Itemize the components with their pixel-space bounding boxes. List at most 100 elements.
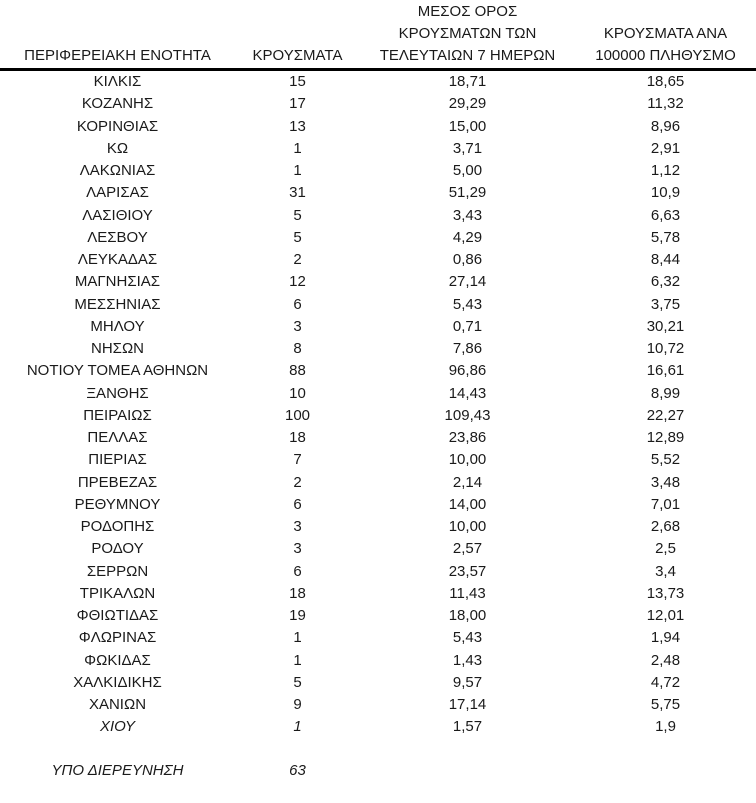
table-row: ΠΕΙΡΑΙΩΣ 100 109,43 22,27 [0, 405, 756, 427]
table-row: ΧΑΝΙΩΝ 9 17,14 5,75 [0, 694, 756, 716]
per100k-cell: 5,78 [650, 228, 681, 246]
cases-cell: 5 [293, 228, 302, 246]
region-cell: ΧΙΟΥ [99, 718, 136, 736]
per100k-cell: 5,52 [650, 451, 681, 469]
cases-cell: 63 [289, 761, 306, 779]
regional-cases-table: ΠΕΡΙΦΕΡΕΙΑΚΗ ΕΝΟΤΗΤΑ ΚΡΟΥΣΜΑΤΑ ΜΕΣΟΣ ΟΡΟ… [0, 0, 756, 782]
region-cell: ΜΑΓΝΗΣΙΑΣ [74, 273, 161, 291]
table-row: ΠΕΛΛΑΣ 18 23,86 12,89 [0, 427, 756, 449]
avg7-cell: 27,14 [448, 273, 487, 291]
table-row: ΛΕΥΚΑΔΑΣ 2 0,86 8,44 [0, 249, 756, 271]
cases-cell: 18 [289, 429, 306, 446]
region-cell: ΦΘΙΩΤΙΔΑΣ [76, 607, 159, 624]
table-row: ΛΕΣΒΟΥ 5 4,29 5,78 [0, 227, 756, 249]
per100k-cell: 8,96 [650, 117, 681, 135]
region-cell: ΡΟΔΟΠΗΣ [80, 518, 155, 535]
avg7-cell: 10,00 [448, 518, 487, 535]
region-cell: ΝΗΣΩΝ [91, 340, 144, 357]
table-header: ΠΕΡΙΦΕΡΕΙΑΚΗ ΕΝΟΤΗΤΑ ΚΡΟΥΣΜΑΤΑ ΜΕΣΟΣ ΟΡΟ… [0, 0, 756, 71]
cases-cell: 1 [293, 139, 302, 157]
cases-cell: 1 [293, 651, 302, 669]
region-cell: ΚΟΡΙΝΘΙΑΣ [76, 117, 159, 135]
table-body: ΚΙΛΚΙΣ 15 18,71 18,65 ΚΟΖΑΝΗΣ 17 29,29 11,32 ΚΟΡ… [0, 70, 756, 782]
region-cell: ΠΡΕΒΕΖΑΣ [77, 473, 158, 491]
table-row: ΡΟΔΟΠΗΣ 3 10,00 2,68 [0, 516, 756, 538]
spacer-cell [0, 739, 756, 760]
region-cell: ΞΑΝΘΗΣ [86, 384, 149, 402]
avg7-cell: 17,14 [448, 696, 487, 713]
cases-cell: 8 [293, 340, 302, 357]
avg7-cell: 7,86 [452, 340, 483, 357]
region-cell: ΛΑΡΙΣΑΣ [86, 184, 149, 202]
cases-cell: 1 [293, 718, 302, 736]
region-cell: ΛΕΣΒΟΥ [87, 228, 148, 246]
avg7-cell: 1,43 [452, 651, 483, 669]
avg7-cell: 11,43 [449, 584, 486, 602]
per100k-cell: 2,68 [650, 518, 681, 535]
per100k-cell: 12,89 [646, 429, 685, 446]
cases-cell: 18 [289, 584, 306, 602]
avg7-cell: 14,43 [448, 384, 487, 402]
avg7-cell: 15,00 [448, 117, 487, 135]
avg7-cell: 0,86 [452, 251, 483, 268]
table-row: ΞΑΝΘΗΣ 10 14,43 8,99 [0, 383, 756, 405]
per100k-cell: 10,9 [650, 184, 681, 202]
per100k-cell: 30,21 [646, 317, 685, 335]
avg7-cell: 51,29 [448, 184, 487, 202]
cases-cell: 6 [293, 495, 302, 513]
avg7-cell: 4,29 [452, 228, 483, 246]
avg7-cell: 2,57 [452, 540, 483, 558]
cases-cell: 13 [289, 117, 306, 135]
col-header-7day-average: ΜΕΣΟΣ ΟΡΟΣ ΚΡΟΥΣΜΑΤΩΝ ΤΩΝ ΤΕΛΕΥΤΑΙΩΝ 7 Η… [360, 0, 575, 71]
table-row: ΜΕΣΣΗΝΙΑΣ 6 5,43 3,75 [0, 294, 756, 316]
col-header-cases: ΚΡΟΥΣΜΑΤΑ [235, 0, 360, 71]
per100k-cell: 10,72 [646, 340, 685, 357]
cases-cell: 3 [293, 317, 302, 335]
cases-cell: 12 [289, 273, 306, 291]
avg7-cell: 23,57 [448, 562, 487, 580]
per100k-cell: 3,75 [650, 295, 681, 313]
cases-cell: 9 [293, 696, 302, 713]
cases-cell: 6 [293, 562, 302, 580]
avg7-cell: 109,43 [444, 406, 491, 424]
per100k-cell: 11,32 [647, 95, 684, 113]
cases-cell: 10 [289, 384, 306, 402]
table-row: ΝΗΣΩΝ 8 7,86 10,72 [0, 338, 756, 360]
region-cell: ΚΟΖΑΝΗΣ [81, 95, 154, 113]
table-row: ΣΕΡΡΩΝ 6 23,57 3,4 [0, 561, 756, 583]
avg7-cell: 5,00 [452, 162, 483, 179]
cases-cell: 5 [293, 673, 302, 691]
per100k-cell: 6,63 [650, 206, 681, 224]
cases-cell: 2 [293, 251, 302, 268]
region-cell: ΡΟΔΟΥ [91, 540, 144, 558]
avg7-cell: 3,71 [452, 139, 483, 157]
per100k-cell: 3,48 [650, 473, 681, 491]
region-cell: ΝΟΤΙΟΥ ΤΟΜΕΑ ΑΘΗΝΩΝ [26, 362, 209, 380]
avg7-cell: 2,14 [452, 473, 483, 491]
cases-cell: 100 [284, 406, 311, 424]
table-row: ΛΑΡΙΣΑΣ 31 51,29 10,9 [0, 182, 756, 204]
per100k-cell [575, 760, 756, 782]
region-cell: ΣΕΡΡΩΝ [86, 562, 149, 580]
per100k-cell: 8,99 [650, 384, 681, 402]
avg7-cell: 29,29 [448, 95, 487, 113]
cases-cell: 31 [289, 184, 306, 202]
per100k-cell: 12,01 [646, 607, 685, 624]
col-header-cases-per-100k: ΚΡΟΥΣΜΑΤΑ ΑΝΑ 100000 ΠΛΗΘΥΣΜΟ [575, 0, 756, 71]
region-cell: ΜΕΣΣΗΝΙΑΣ [74, 295, 161, 313]
region-cell: ΦΩΚΙΔΑΣ [84, 651, 151, 669]
per100k-cell: 7,01 [650, 495, 681, 513]
avg7-cell: 10,00 [448, 451, 487, 469]
per100k-cell: 2,91 [650, 139, 681, 157]
per100k-cell: 6,32 [650, 273, 681, 291]
region-cell: ΧΑΝΙΩΝ [88, 696, 147, 713]
cases-cell: 19 [289, 607, 306, 624]
per100k-cell: 2,48 [650, 651, 681, 669]
table-row: ΚΩ 1 3,71 2,91 [0, 138, 756, 160]
region-cell: ΠΕΛΛΑΣ [87, 429, 148, 446]
avg7-cell: 96,86 [448, 362, 487, 380]
region-cell: ΛΑΣΙΘΙΟΥ [82, 206, 153, 224]
table-row: ΚΟΡΙΝΘΙΑΣ 13 15,00 8,96 [0, 116, 756, 138]
table-row: ΦΩΚΙΔΑΣ 1 1,43 2,48 [0, 650, 756, 672]
table-row: ΛΑΣΙΘΙΟΥ 5 3,43 6,63 [0, 205, 756, 227]
